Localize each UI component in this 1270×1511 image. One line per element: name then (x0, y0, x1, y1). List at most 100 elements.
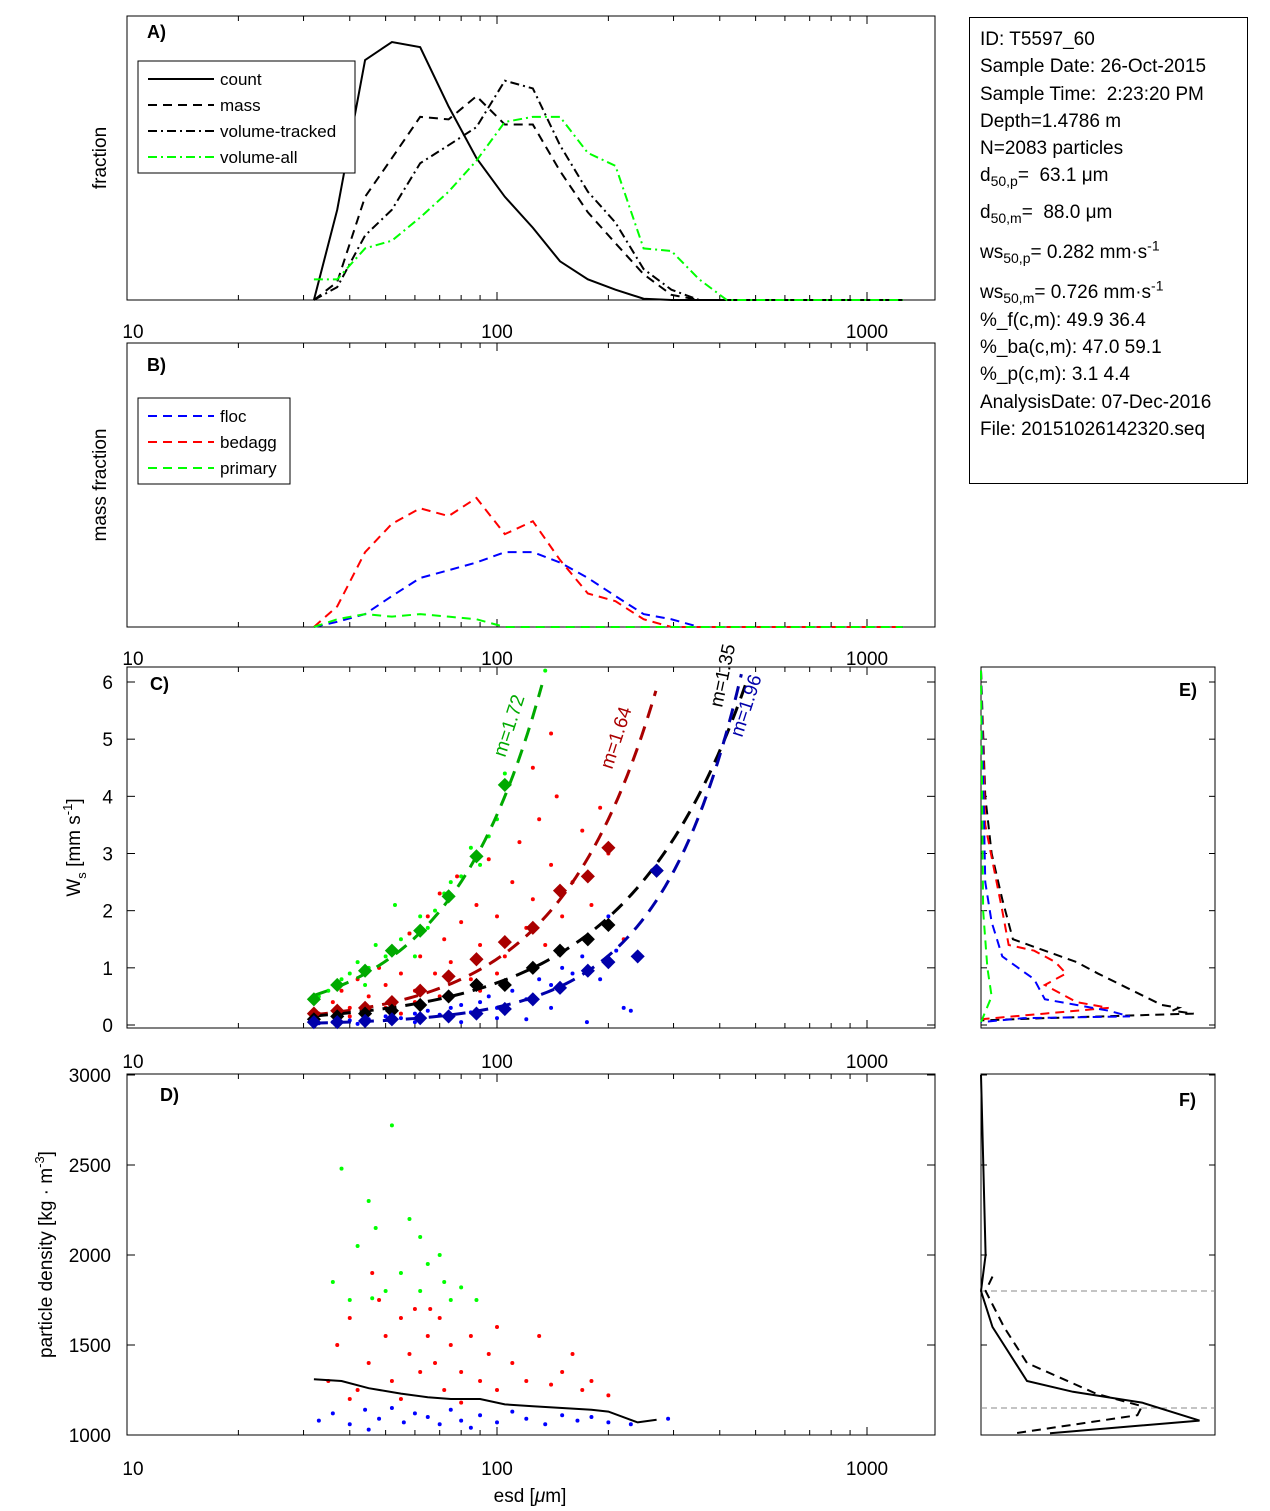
scatter-point-bedagg (448, 960, 453, 965)
scatter-point-floc (589, 1415, 594, 1419)
scatter-point-primary (437, 1253, 442, 1257)
scatter-point-floc (389, 1406, 394, 1410)
scatter-point-primary (407, 1217, 412, 1221)
binned-mean-marker-bedagg (601, 840, 616, 855)
scatter-point-bedagg (478, 942, 483, 947)
label: ws (980, 282, 1004, 304)
scatter-point-floc (606, 1420, 611, 1425)
scatter-point-bedagg (398, 1011, 403, 1016)
y-axis-label-part: -3 (32, 1156, 47, 1168)
scatter-point-primary (412, 954, 417, 959)
panel-label: D) (160, 1085, 179, 1105)
y-axis-label-part: W (64, 879, 85, 897)
scatter-point-floc (459, 1418, 464, 1423)
y-axis-label-part: ] (36, 1151, 57, 1156)
scatter-point-bedagg (335, 1343, 340, 1347)
scatter-point-primary (370, 1296, 375, 1301)
scatter-point-floc (598, 977, 603, 982)
info-d50p: d50,p= 63.1 μm (980, 162, 1237, 189)
binned-mean-marker-primary (384, 943, 399, 958)
info-sample-date: Sample Date: 26-Oct-2015 (980, 56, 1207, 78)
scatter-point-bedagg (437, 1316, 442, 1320)
info-analysis-date: AnalysisDate: 07-Dec-2016 (980, 391, 1212, 413)
fit-exponent-label: m=1.72 (490, 692, 530, 759)
scatter-point-bedagg (442, 1388, 447, 1392)
scatter-point-floc (459, 1020, 464, 1025)
scatter-point-bedagg (330, 1000, 335, 1005)
scatter-point-floc (570, 971, 575, 976)
scatter-point-bedagg (347, 1005, 352, 1010)
scatter-point-bedagg (570, 1352, 575, 1356)
binned-mean-marker-bedagg (384, 995, 399, 1010)
scatter-point-floc (398, 1016, 403, 1021)
info-id: ID: T5597_60 (980, 29, 1095, 50)
panel-label: C) (150, 674, 169, 694)
binned-mean-marker-floc (413, 1011, 428, 1026)
scatter-point-floc (330, 1411, 335, 1416)
binned-mean-marker-primary (441, 889, 456, 904)
scatter-point-primary (383, 1289, 388, 1293)
binned-mean-marker-floc (441, 1009, 456, 1024)
scatter-point-bedagg (510, 1361, 515, 1365)
scatter-point-primary (363, 982, 368, 987)
panel-d-axes (126, 1073, 936, 1436)
x-axis-label-part: m] (545, 1486, 566, 1507)
legend-label: mass (220, 96, 261, 115)
x-tick-label: 100 (481, 649, 513, 670)
sub: 50,p (1003, 249, 1031, 266)
scatter-point-floc (560, 1413, 565, 1418)
scatter-point-primary (418, 914, 423, 919)
y-axis-label: fraction (90, 127, 111, 189)
legend-label: floc (220, 407, 247, 426)
scatter-point-floc (495, 1016, 499, 1021)
binned-mean-marker-all (413, 997, 428, 1013)
y-tick-label: 2500 (69, 1156, 111, 1177)
scatter-point-bedagg (580, 828, 585, 833)
scatter-point-bedagg (495, 1388, 499, 1392)
scatter-point-floc (486, 994, 491, 999)
scatter-point-bedagg (366, 994, 371, 999)
binned-mean-marker-floc (552, 980, 568, 995)
scatter-point-primary (425, 925, 430, 930)
mean-density-line (313, 1378, 657, 1424)
scatter-point-floc (425, 1415, 430, 1419)
y-tick-label: 4 (102, 787, 113, 808)
value: = 0.282 mm·s (1030, 242, 1148, 264)
value: = 0.726 mm·s (1034, 282, 1152, 304)
distribution-line-bedagg (980, 670, 1109, 1021)
scatter-point-floc (425, 1008, 430, 1013)
scatter-point-bedagg (474, 902, 479, 907)
scatter-point-bedagg (428, 1307, 433, 1311)
scatter-point-bedagg (425, 1334, 430, 1338)
scatter-point-bedagg (486, 1352, 491, 1356)
scatter-point-primary (330, 1280, 335, 1284)
x-tick-label: 1000 (846, 322, 888, 343)
scatter-point-primary (383, 954, 388, 959)
scatter-point-bedagg (495, 971, 499, 976)
y-axis-label-part: [mm s (64, 815, 85, 872)
binned-mean-marker-all (497, 977, 512, 993)
scatter-point-floc (580, 954, 585, 959)
panel-e-axes (980, 666, 1216, 1029)
series-line-mass (313, 94, 903, 301)
scatter-point-primary (468, 845, 473, 850)
binned-mean-marker-bedagg (413, 983, 428, 998)
info-file: File: 20151026142320.seq (980, 418, 1206, 440)
scatter-point-floc (575, 1418, 580, 1423)
x-tick-label: 1000 (846, 1052, 888, 1073)
scatter-point-bedagg (524, 1379, 529, 1383)
series-line-volume-all (313, 115, 903, 301)
scatter-point-floc (524, 1017, 529, 1022)
sample-info-box: ID: T5597_60 Sample Date: 26-Oct-2015 Sa… (969, 17, 1248, 484)
binned-mean-marker-floc (649, 863, 664, 878)
binned-mean-marker-floc (497, 1001, 512, 1017)
scatter-point-bedagg (589, 902, 594, 907)
legend-label: volume-all (220, 148, 297, 167)
scatter-point-primary (418, 1289, 423, 1293)
scatter-point-bedagg (347, 1397, 352, 1401)
scatter-point-floc (495, 1420, 499, 1425)
distribution-line-primary (980, 670, 993, 1023)
binned-mean-marker-primary (330, 977, 345, 993)
scatter-point-primary (478, 862, 483, 867)
info-ws50m: ws50,m= 0.726 mm·s-1 (980, 279, 1237, 306)
